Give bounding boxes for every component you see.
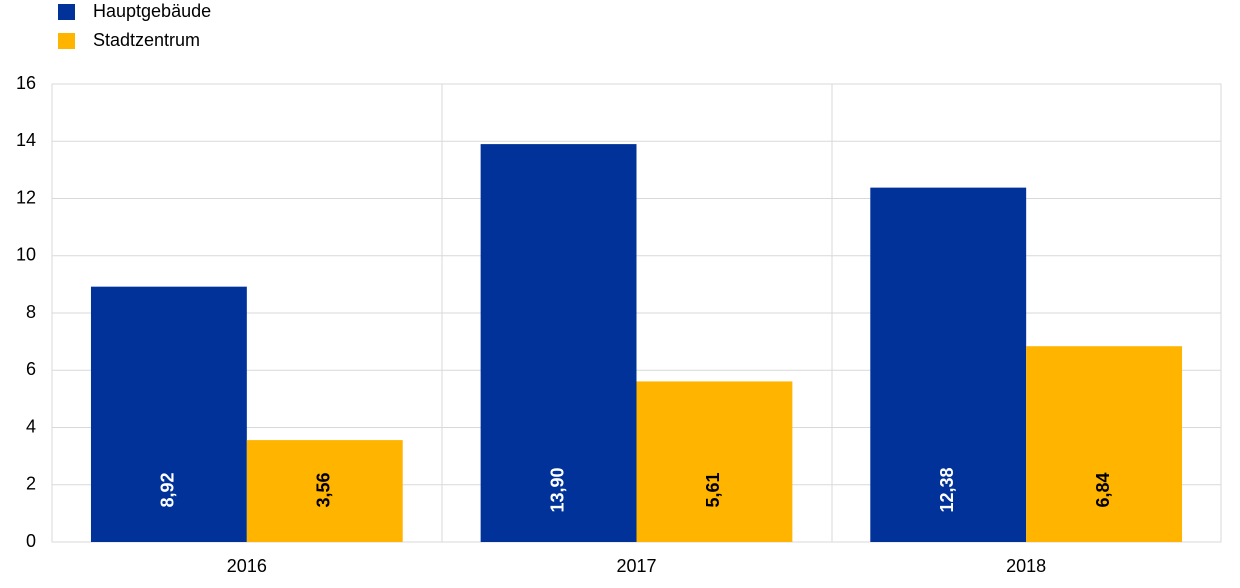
value-label: 8,92 <box>158 472 178 507</box>
y-tick-label: 12 <box>16 187 36 207</box>
y-tick-label: 0 <box>26 531 36 551</box>
y-tick-label: 16 <box>16 73 36 93</box>
y-tick-label: 14 <box>16 130 36 150</box>
legend-label: Stadtzentrum <box>93 30 200 50</box>
legend-swatch <box>58 33 75 49</box>
value-label: 12,38 <box>937 467 957 512</box>
value-label: 6,84 <box>1093 472 1113 507</box>
bar <box>246 440 403 542</box>
x-tick-label: 2018 <box>1006 556 1046 576</box>
value-label: 13,90 <box>547 467 567 512</box>
y-tick-label: 6 <box>26 359 36 379</box>
bar <box>1026 346 1183 542</box>
y-tick-label: 4 <box>26 416 36 436</box>
legend-swatch <box>58 4 75 20</box>
bar <box>870 187 1027 542</box>
bar <box>636 381 793 542</box>
x-tick-label: 2017 <box>616 556 656 576</box>
value-label: 3,56 <box>314 472 334 507</box>
y-tick-label: 8 <box>26 302 36 322</box>
y-tick-label: 2 <box>26 474 36 494</box>
bar <box>90 286 247 542</box>
value-label: 5,61 <box>703 472 723 507</box>
legend-label: Hauptgebäude <box>93 1 211 21</box>
bar <box>480 144 637 543</box>
y-tick-label: 10 <box>16 245 36 265</box>
x-tick-label: 2016 <box>227 556 267 576</box>
